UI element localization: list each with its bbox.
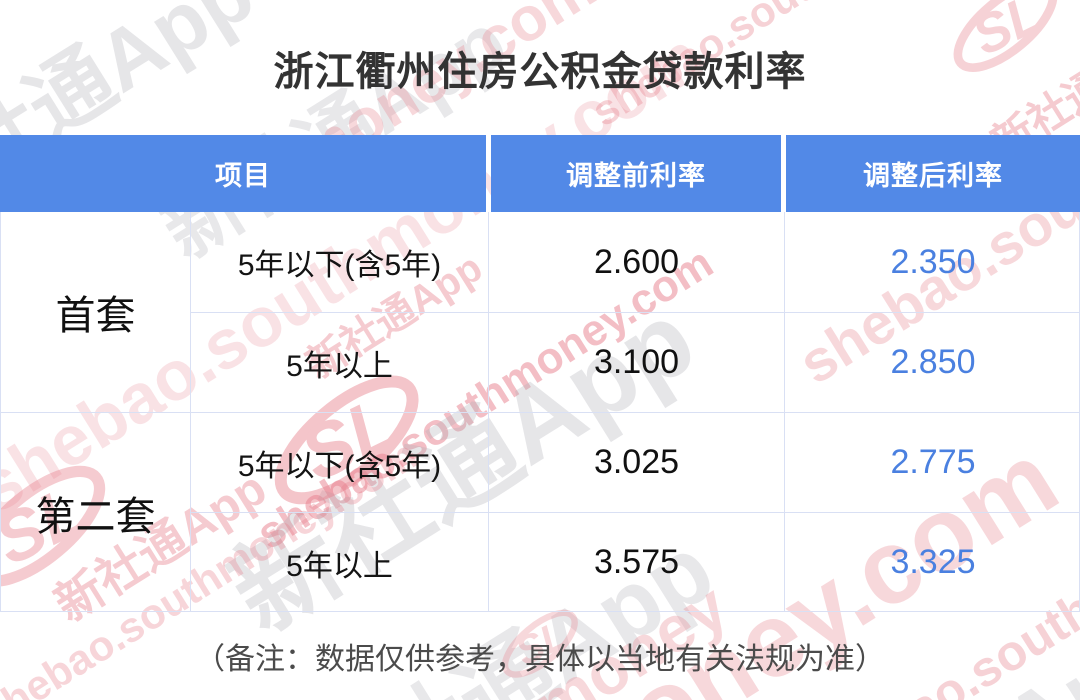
footer-note: （备注：数据仅供参考，具体以当地有关法规为准） xyxy=(195,643,885,676)
rate-before-cell: 3.575 xyxy=(489,512,785,612)
item-cell: 5年以下(含5年) xyxy=(191,412,489,512)
header-cell-item: 项目 xyxy=(0,135,486,212)
header-cell-rate-after: 调整后利率 xyxy=(786,135,1080,212)
rate-before-cell: 2.600 xyxy=(489,212,785,312)
rate-before-cell: 3.025 xyxy=(489,412,785,512)
table-body: 首套 5年以下(含5年) 2.600 2.350 5年以上 3.100 2.85… xyxy=(0,212,1080,612)
item-cell: 5年以下(含5年) xyxy=(191,212,489,312)
rate-after-cell: 2.350 xyxy=(890,242,976,281)
rate-before-cell: 3.100 xyxy=(489,312,785,412)
item-cell: 5年以上 xyxy=(191,312,489,412)
header-cell-rate-before: 调整前利率 xyxy=(491,135,781,212)
page-title: 浙江衢州住房公积金贷款利率 xyxy=(273,49,807,94)
rate-after-cell: 2.775 xyxy=(785,412,1080,512)
group-label-first-home: 首套 xyxy=(1,212,191,412)
group-label-second-home: 第二套 xyxy=(1,412,191,612)
rate-after-cell: 2.850 xyxy=(785,312,1080,412)
table-header-row: 项目 调整前利率 调整后利率 xyxy=(0,135,1080,212)
item-cell: 5年以上 xyxy=(191,512,489,612)
rate-after-cell: 3.325 xyxy=(785,512,1080,612)
